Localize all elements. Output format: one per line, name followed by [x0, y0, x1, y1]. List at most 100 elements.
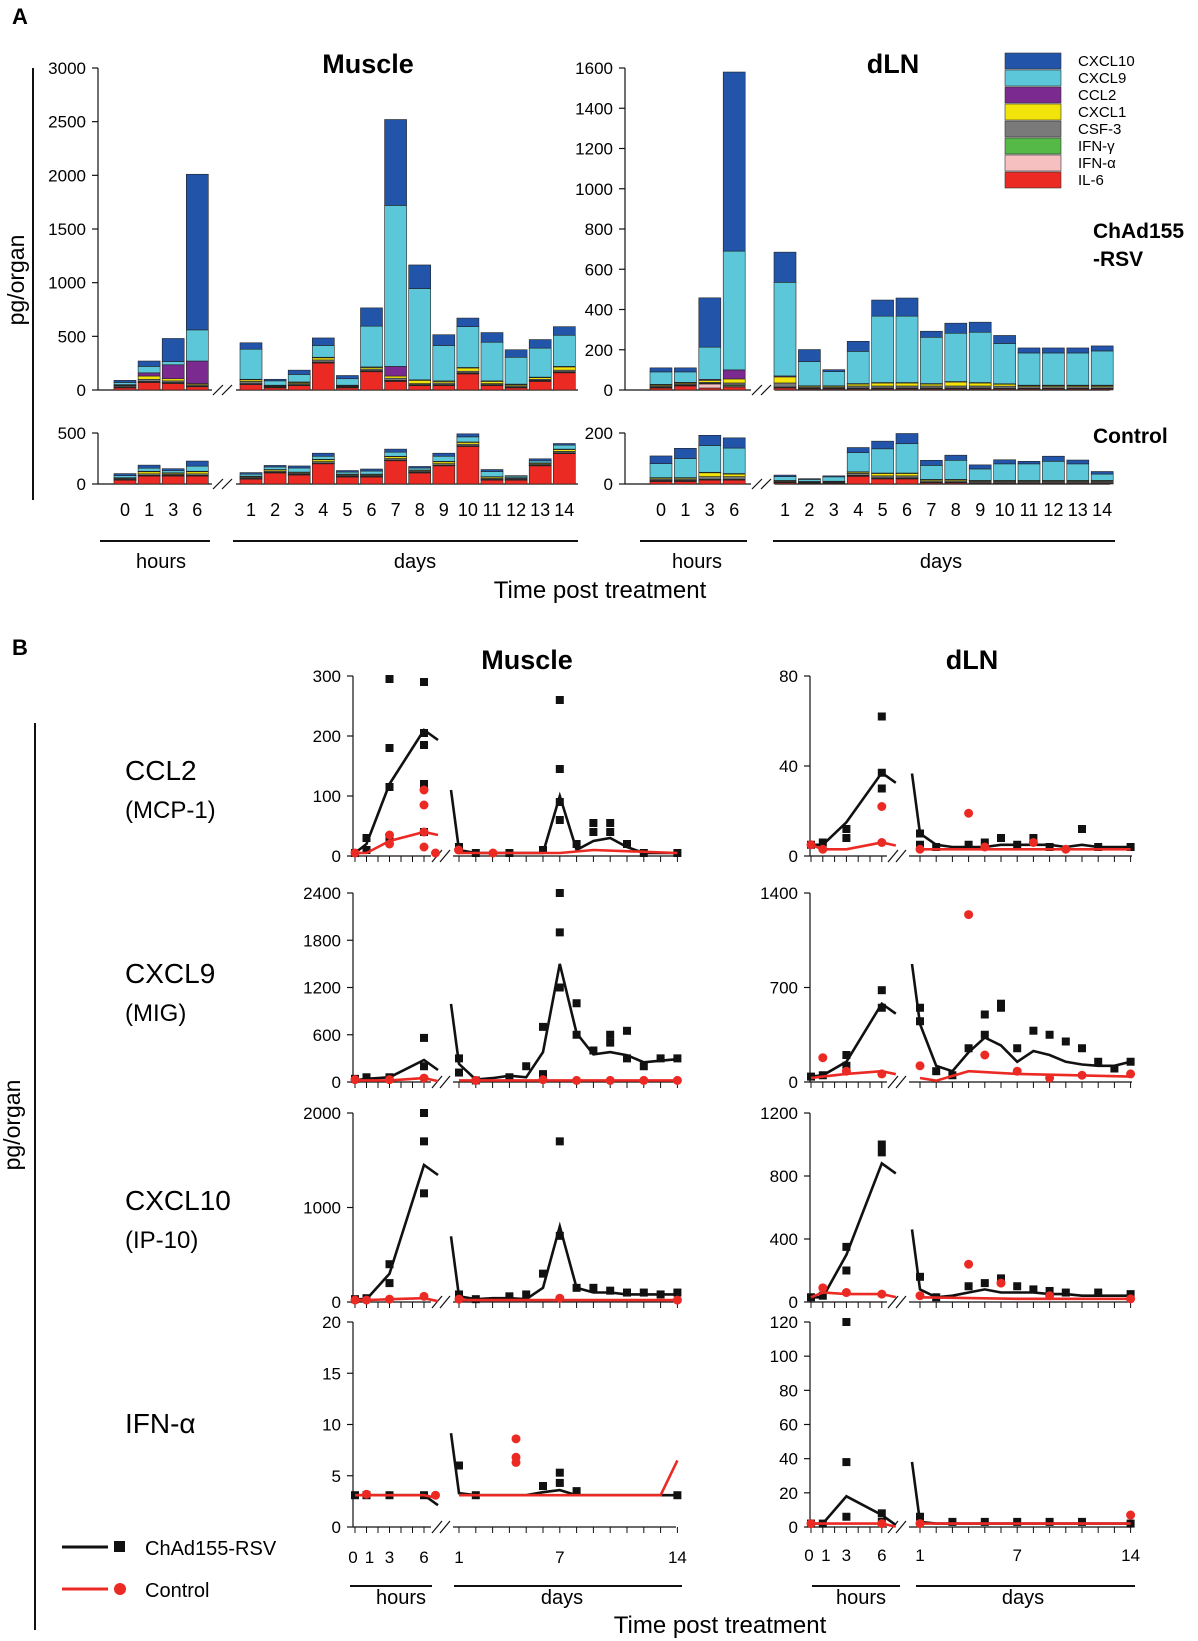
bar-segment-il-6	[456, 373, 480, 391]
control-point	[385, 1294, 394, 1304]
control-point	[915, 1061, 925, 1071]
bar-segment-cxcl10	[263, 465, 287, 468]
legend-treated-label: ChAd155-RSV	[145, 1538, 277, 1560]
bar-segment-csf-3	[722, 382, 746, 386]
treated-point	[385, 1260, 394, 1269]
bar-segment-il-6	[674, 481, 697, 485]
control-point	[915, 1291, 925, 1301]
y-tick-label: 80	[779, 667, 798, 686]
bar-segment-il-6	[263, 387, 287, 391]
treated-point	[623, 840, 631, 848]
x-tick-label: 9	[975, 500, 985, 520]
legend-label-6: IFN-α	[1078, 155, 1116, 172]
bar-segment-il-6	[698, 387, 722, 391]
treated-point	[505, 1073, 514, 1082]
x-tick-label: 10	[995, 500, 1015, 520]
control-point	[1012, 1066, 1022, 1076]
legend-control-label: Control	[145, 1580, 209, 1602]
treated-point	[555, 1231, 564, 1240]
treated-point	[1078, 1044, 1086, 1053]
bar-segment-il-6	[456, 445, 480, 485]
dln-treated-bar-chart: 0 200 400 600 800 1000 1200 1400 1600	[575, 59, 1114, 400]
x-tick-label: 6	[902, 500, 912, 520]
control-point	[877, 1289, 887, 1299]
bar-segment-cxcl9	[239, 348, 263, 380]
treated-point	[1126, 1290, 1135, 1299]
treated-point	[555, 983, 564, 992]
muscle-ifna-line-chart: 0 5 10 15 20	[322, 1313, 682, 1537]
bar-segment-il-6	[384, 381, 407, 391]
treated-point	[997, 1274, 1005, 1283]
x-tick-label: 7	[555, 1548, 564, 1567]
bar-segment-cxcl9	[698, 445, 722, 473]
bar-segment-cxcl9	[384, 451, 407, 457]
bar-segment-cxcl9	[773, 476, 797, 481]
panel-a-label: A	[12, 4, 28, 29]
bar-segment-cxcl10	[311, 337, 335, 346]
bar-segment-cxcl10	[432, 452, 456, 457]
bar-segment-il-6	[336, 387, 359, 391]
bar-segment-cxcl10	[137, 464, 161, 469]
bar-segment-cxcl9	[161, 470, 185, 474]
control-point	[841, 1288, 851, 1298]
x-tick-label: 7	[1012, 1546, 1021, 1565]
a-muscle-hours-label: hours	[136, 551, 186, 573]
control-point	[877, 1069, 887, 1079]
treated-point	[980, 1010, 989, 1019]
legend-label-2: CCL2	[1078, 87, 1116, 104]
control-point	[915, 844, 925, 854]
bar-segment-il-6	[552, 372, 576, 391]
control-point	[1126, 1294, 1136, 1304]
y-tick-label: 120	[770, 1313, 798, 1332]
bar-segment-cxcl9	[895, 443, 919, 474]
bar-segment-cxcl9	[161, 361, 185, 366]
control-point	[877, 838, 887, 847]
treated-point	[606, 1030, 615, 1039]
bar-segment-il-6	[137, 475, 161, 485]
bar-segment-cxcl10	[480, 469, 504, 472]
y-tick-label: 400	[770, 1230, 798, 1249]
treated-point	[623, 1054, 631, 1063]
bar-segment-csf-3	[846, 385, 870, 389]
treated-point	[877, 1148, 886, 1157]
bar-segment-csf-3	[968, 385, 992, 389]
treated-point	[1110, 1064, 1119, 1073]
y-tick-label: 400	[585, 301, 613, 320]
treatment-label-line2: -RSV	[1093, 248, 1143, 271]
treated-point	[555, 765, 564, 773]
bar-segment-cxcl10	[895, 297, 919, 317]
bar-segment-cxcl9	[649, 371, 673, 385]
treated-point	[997, 999, 1005, 1008]
bar-segment-cxcl9	[456, 436, 480, 443]
x-tick-label: 4	[853, 500, 863, 520]
muscle-treated-bar-chart: 0 500 1000 1500 2000 2500 3000	[48, 59, 578, 400]
treated-point	[980, 1279, 989, 1288]
y-tick-label: 100	[770, 1347, 798, 1366]
bar-segment-cxcl9	[1042, 461, 1065, 481]
bar-segment-cxcl10	[456, 317, 480, 327]
bar-segment-cxcl9	[920, 465, 943, 480]
treated-point	[362, 1073, 371, 1082]
y-tick-label: 200	[585, 341, 613, 360]
treated-point	[1094, 1057, 1103, 1066]
dln-line-title: dLN	[946, 645, 998, 675]
bar-segment-ccl2	[384, 366, 407, 377]
treated-point	[555, 928, 564, 937]
bar-segment-il-6	[113, 479, 137, 485]
bar-segment-cxcl9	[920, 336, 943, 384]
control-point	[419, 785, 429, 795]
bar-segment-cxcl1	[137, 471, 161, 475]
bar-segment-cxcl9	[698, 346, 722, 380]
dln-bar-title: dLN	[867, 49, 919, 79]
y-tick-label: 2500	[48, 113, 86, 132]
bar-segment-csf-3	[871, 385, 894, 389]
bar-segment-il-6	[698, 479, 722, 485]
bar-segment-cxcl10	[674, 367, 697, 373]
panel-b-xlabel: Time post treatment	[614, 1612, 827, 1639]
bar-segment-cxcl10	[1090, 471, 1114, 475]
bar-segment-cxcl9	[528, 460, 552, 464]
bar-segment-cxcl10	[1042, 455, 1065, 462]
bar-segment-cxcl10	[186, 173, 209, 331]
control-point	[419, 827, 429, 837]
